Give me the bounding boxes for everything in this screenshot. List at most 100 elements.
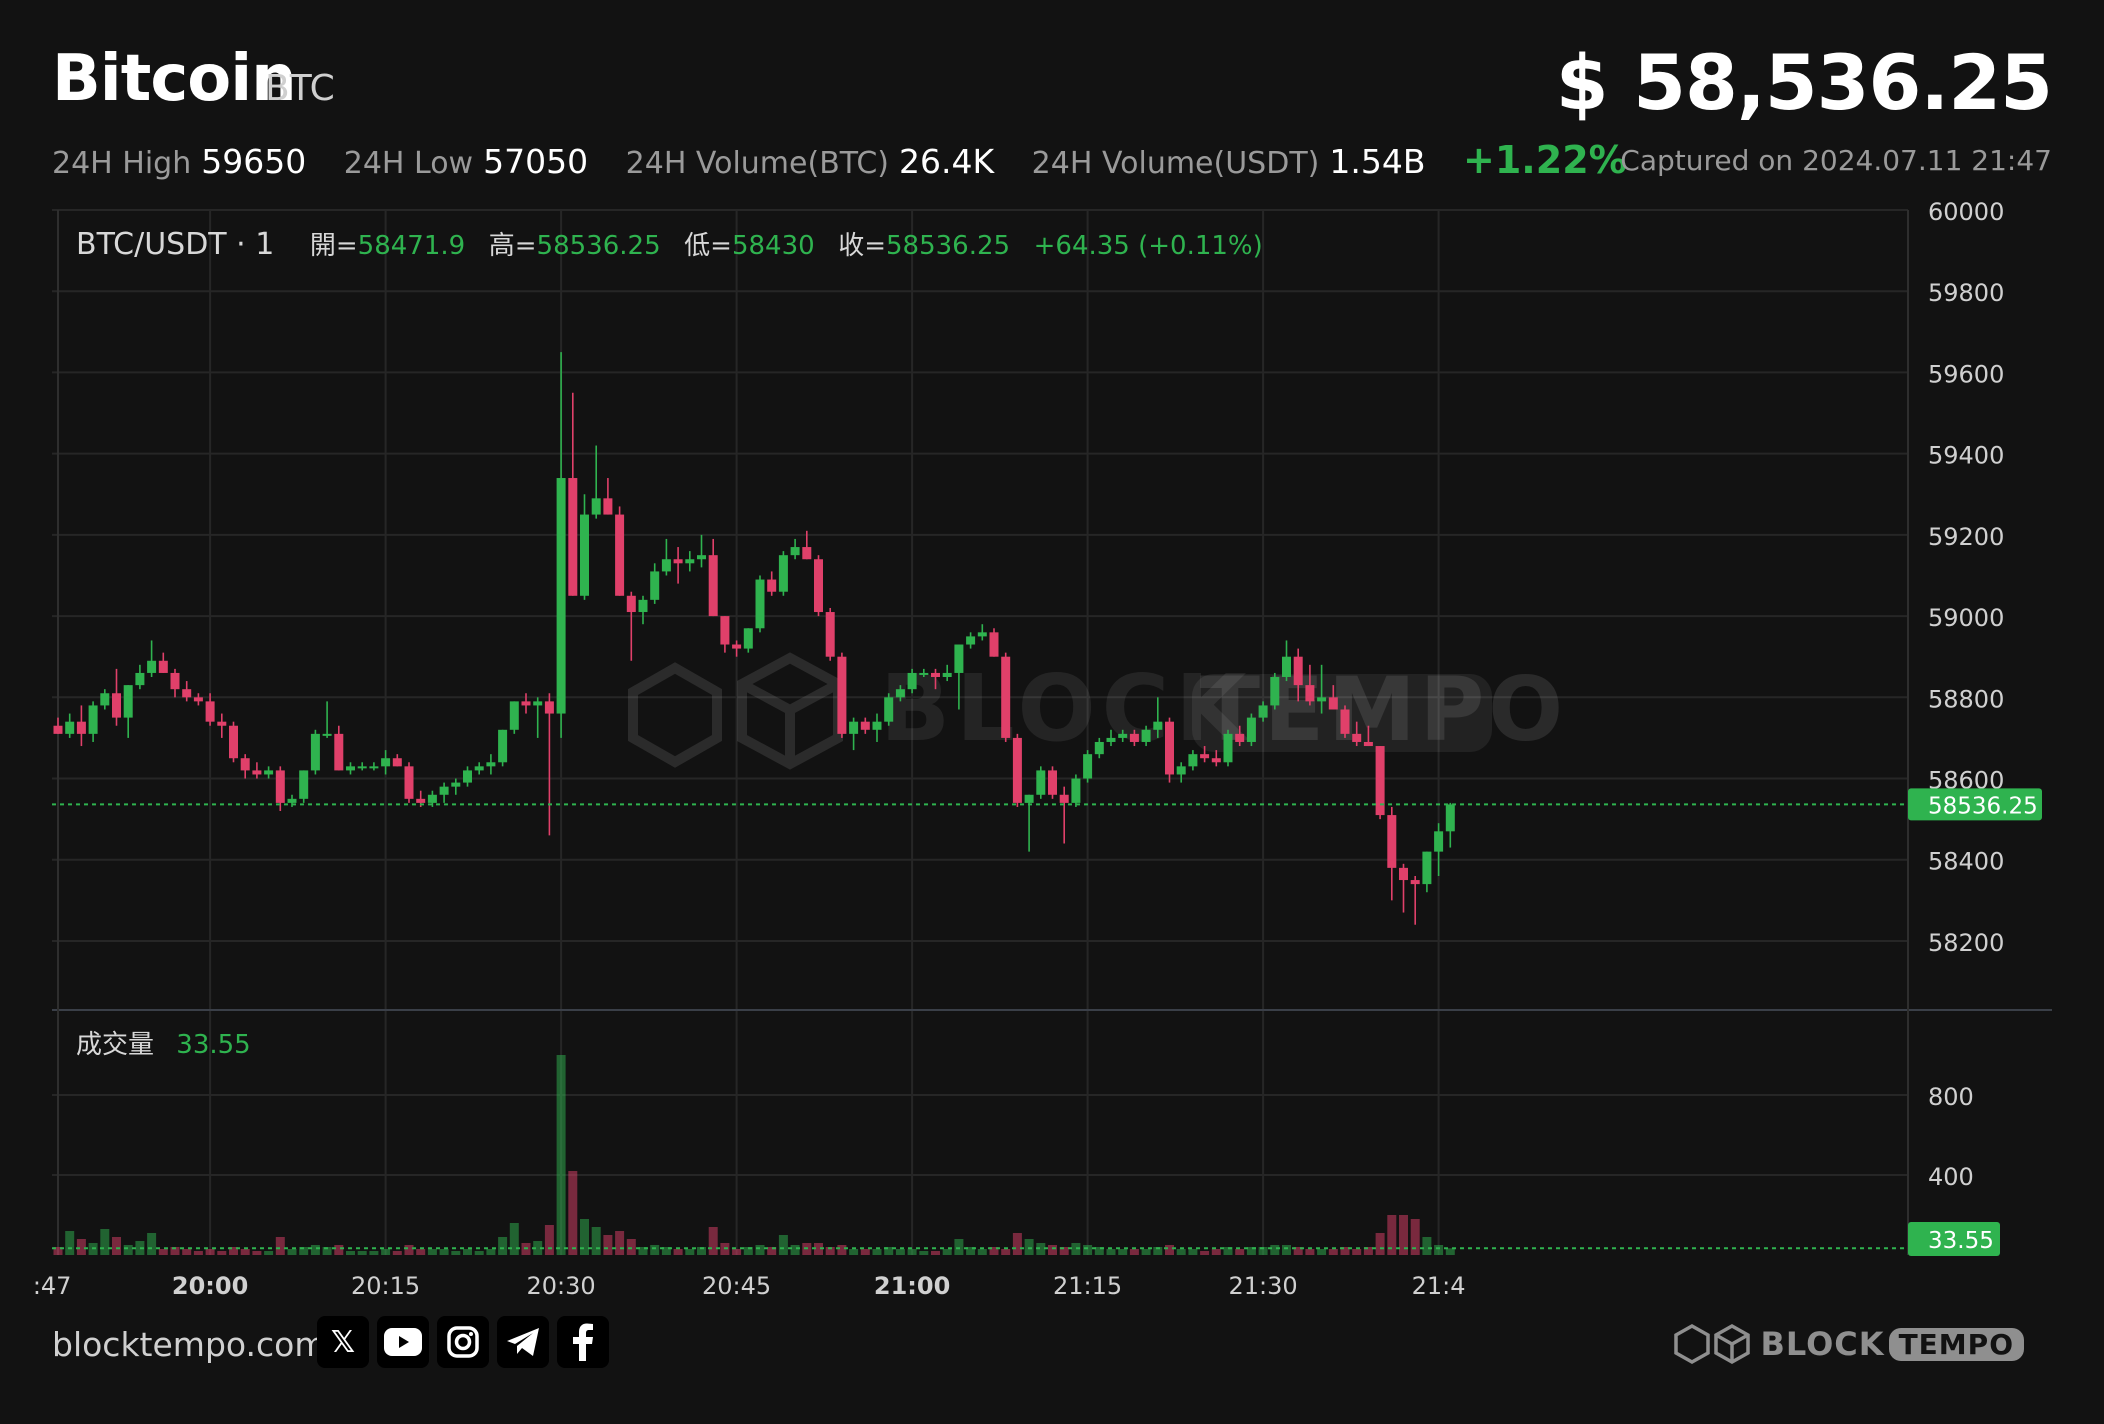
volume-bar bbox=[416, 1249, 426, 1255]
candle-body bbox=[1059, 794, 1069, 803]
candle-body bbox=[76, 721, 86, 734]
candle-body bbox=[439, 786, 449, 795]
volume-bar bbox=[1258, 1247, 1268, 1255]
candle-body bbox=[942, 672, 952, 678]
volume-bar bbox=[1141, 1249, 1151, 1255]
axes: 6000059800596005940059200590005880058600… bbox=[33, 198, 2042, 1300]
candle-body bbox=[404, 766, 414, 799]
volume-bar bbox=[931, 1251, 940, 1255]
volume-bar bbox=[556, 1055, 566, 1255]
instagram-icon[interactable] bbox=[437, 1316, 489, 1368]
candle-body bbox=[1352, 733, 1362, 742]
current-price: $ 58,536.25 bbox=[1555, 38, 2053, 127]
candle-body bbox=[310, 733, 320, 771]
volume-bar bbox=[673, 1249, 683, 1255]
volume-bar bbox=[287, 1249, 297, 1255]
volume-bar bbox=[322, 1247, 332, 1255]
candle-body bbox=[1375, 746, 1385, 816]
candle-body bbox=[872, 721, 882, 730]
volume-bar bbox=[989, 1247, 999, 1255]
candle-body bbox=[322, 733, 332, 736]
price-tick-label: 59800 bbox=[1928, 279, 2004, 307]
candle-body bbox=[486, 762, 496, 767]
candle-body bbox=[357, 766, 367, 769]
volume-bar bbox=[580, 1219, 589, 1255]
candle-body bbox=[498, 729, 508, 763]
volume-bar bbox=[229, 1247, 238, 1255]
volume-bar bbox=[615, 1231, 625, 1255]
volume-bar bbox=[1387, 1215, 1397, 1255]
last-price-tag bbox=[1908, 788, 2042, 821]
volume-bar bbox=[381, 1249, 391, 1255]
candle-body bbox=[193, 697, 203, 702]
candle-body bbox=[849, 721, 859, 734]
volume-bar bbox=[1059, 1247, 1069, 1255]
candle-body bbox=[556, 478, 566, 714]
time-tick-label: :47 bbox=[33, 1272, 72, 1300]
volume-bar bbox=[697, 1247, 706, 1255]
candle-body bbox=[1282, 656, 1291, 678]
volume-bar bbox=[463, 1249, 472, 1255]
volume-bar bbox=[767, 1247, 777, 1255]
candle-body bbox=[100, 693, 110, 706]
volume-bar bbox=[1048, 1245, 1057, 1255]
last-price-label: 58536.25 bbox=[1928, 793, 2038, 819]
candle-body bbox=[1001, 656, 1011, 738]
volume-bar bbox=[650, 1245, 660, 1255]
candle-body bbox=[1153, 721, 1163, 730]
volume-bar bbox=[825, 1247, 835, 1255]
volume-bar bbox=[427, 1249, 437, 1255]
stat-low-value: 57050 bbox=[483, 142, 589, 181]
brand-text-right: TEMPO bbox=[1888, 1327, 2024, 1361]
candle-body bbox=[568, 478, 578, 596]
candle-body bbox=[299, 770, 309, 799]
price-tick-label: 59200 bbox=[1928, 523, 2004, 551]
svg-text:成交量 33.55: 成交量 33.55 bbox=[76, 1030, 251, 1060]
volume-bar bbox=[1188, 1249, 1198, 1255]
x-icon[interactable]: 𝕏 bbox=[317, 1316, 369, 1368]
legend-close: 58536.25 bbox=[886, 231, 1010, 261]
footer-site[interactable]: blocktempo.com bbox=[52, 1325, 327, 1364]
volume-bar bbox=[708, 1227, 718, 1255]
candle-body bbox=[1246, 717, 1256, 742]
volume-bar bbox=[299, 1247, 309, 1255]
volume-bar bbox=[1165, 1245, 1174, 1255]
candle-body bbox=[1024, 794, 1034, 803]
facebook-icon[interactable] bbox=[557, 1316, 609, 1368]
volume-bar bbox=[404, 1245, 414, 1255]
volume-bar bbox=[498, 1237, 508, 1255]
volume-bar bbox=[1410, 1219, 1420, 1255]
volume-bar bbox=[217, 1251, 227, 1255]
candle-body bbox=[1317, 697, 1327, 702]
last-volume-label: 33.55 bbox=[1928, 1228, 1994, 1254]
candle-body bbox=[1445, 804, 1455, 832]
candle-body bbox=[1048, 770, 1057, 795]
telegram-icon[interactable] bbox=[497, 1316, 549, 1368]
legend-open: 58471.9 bbox=[358, 231, 466, 261]
volume-bar bbox=[1445, 1248, 1455, 1255]
volume-bar bbox=[1153, 1247, 1163, 1255]
candle-body bbox=[825, 612, 835, 657]
stat-high-value: 59650 bbox=[201, 142, 307, 181]
volume-bar bbox=[1246, 1247, 1256, 1255]
candle-body bbox=[1223, 733, 1233, 763]
candle-body bbox=[533, 701, 543, 706]
volume-bar bbox=[1129, 1249, 1139, 1255]
candle-body bbox=[1235, 733, 1245, 742]
time-tick-label: 21:30 bbox=[1229, 1272, 1298, 1300]
candle-body bbox=[1176, 766, 1186, 775]
volume-bar bbox=[1340, 1247, 1350, 1255]
volume-bar bbox=[357, 1251, 367, 1255]
candle-body bbox=[1012, 737, 1022, 803]
candle-body bbox=[708, 555, 718, 617]
candle-body bbox=[112, 693, 121, 718]
volume-bar bbox=[544, 1225, 554, 1255]
coin-symbol: BTC bbox=[265, 68, 335, 109]
candle-body bbox=[1118, 733, 1128, 738]
candle-body bbox=[977, 632, 987, 637]
youtube-icon[interactable] bbox=[377, 1316, 429, 1368]
volume-bar bbox=[626, 1239, 636, 1255]
candle-body bbox=[907, 672, 917, 690]
price-tick-label: 58800 bbox=[1928, 685, 2004, 713]
